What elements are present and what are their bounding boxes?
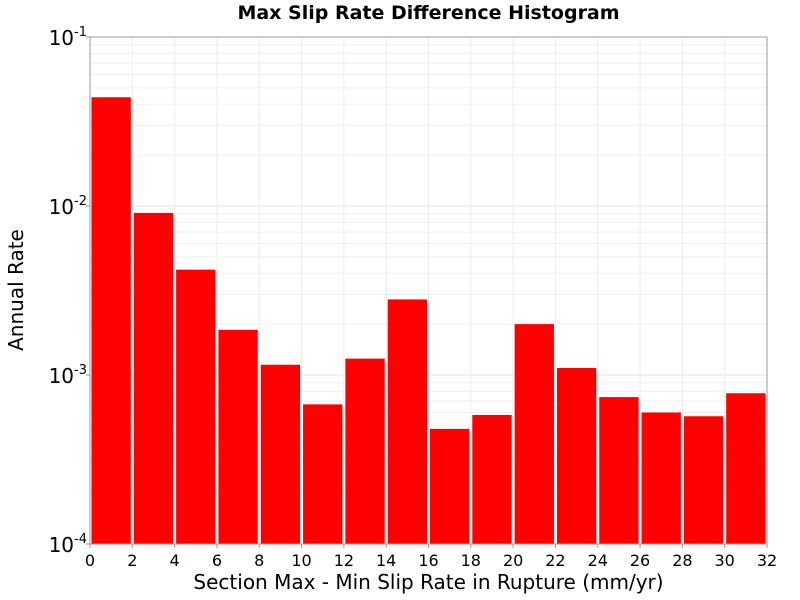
x-tick-label: 24 (588, 551, 608, 570)
x-tick-label: 20 (503, 551, 523, 570)
x-tick-label: 32 (757, 551, 777, 570)
y-tick-label: 10-1 (49, 25, 87, 50)
histogram-bar (387, 299, 427, 544)
x-tick-label: 2 (127, 551, 137, 570)
x-axis-label: Section Max - Min Slip Rate in Rupture (… (193, 570, 664, 594)
chart-title: Max Slip Rate Difference Histogram (237, 2, 620, 24)
x-tick-label: 30 (715, 551, 735, 570)
x-tick-label: 4 (170, 551, 180, 570)
histogram-bar (260, 364, 301, 544)
histogram-bar (303, 404, 343, 544)
histogram-bar (176, 269, 216, 544)
histogram-bar (556, 368, 597, 544)
x-tick-label: 22 (545, 551, 565, 570)
y-tick-label: 10-3 (49, 363, 87, 388)
histogram-bar (345, 358, 385, 544)
x-tick-label: 6 (212, 551, 222, 570)
y-tick-label: 10-2 (49, 194, 87, 219)
y-tick-label: 10-4 (49, 532, 87, 557)
x-tick-label: 0 (85, 551, 95, 570)
x-tick-label: 16 (418, 551, 438, 570)
histogram-bar (472, 414, 512, 544)
x-tick-label: 18 (461, 551, 481, 570)
histogram-bar (218, 329, 258, 544)
histogram-bar (133, 212, 174, 544)
histogram-bar (683, 416, 724, 544)
histogram-bar (641, 412, 681, 544)
x-tick-label: 10 (291, 551, 311, 570)
bars (91, 97, 766, 544)
x-axis-ticks: 0 2 4 6 8 10 12 14 16 18 20 22 24 26 28 30 32 (85, 544, 777, 570)
histogram-bar (430, 428, 470, 544)
x-tick-label: 8 (254, 551, 264, 570)
histogram-bar (91, 97, 131, 544)
x-tick-label: 26 (630, 551, 650, 570)
histogram-bar (514, 324, 554, 544)
y-axis-ticks: 10-1 10-2 10-3 10-4 (49, 25, 90, 557)
x-tick-label: 28 (672, 551, 692, 570)
x-tick-label: 14 (376, 551, 396, 570)
x-tick-label: 12 (334, 551, 354, 570)
histogram-bar (599, 397, 639, 544)
histogram-bar (726, 393, 766, 544)
